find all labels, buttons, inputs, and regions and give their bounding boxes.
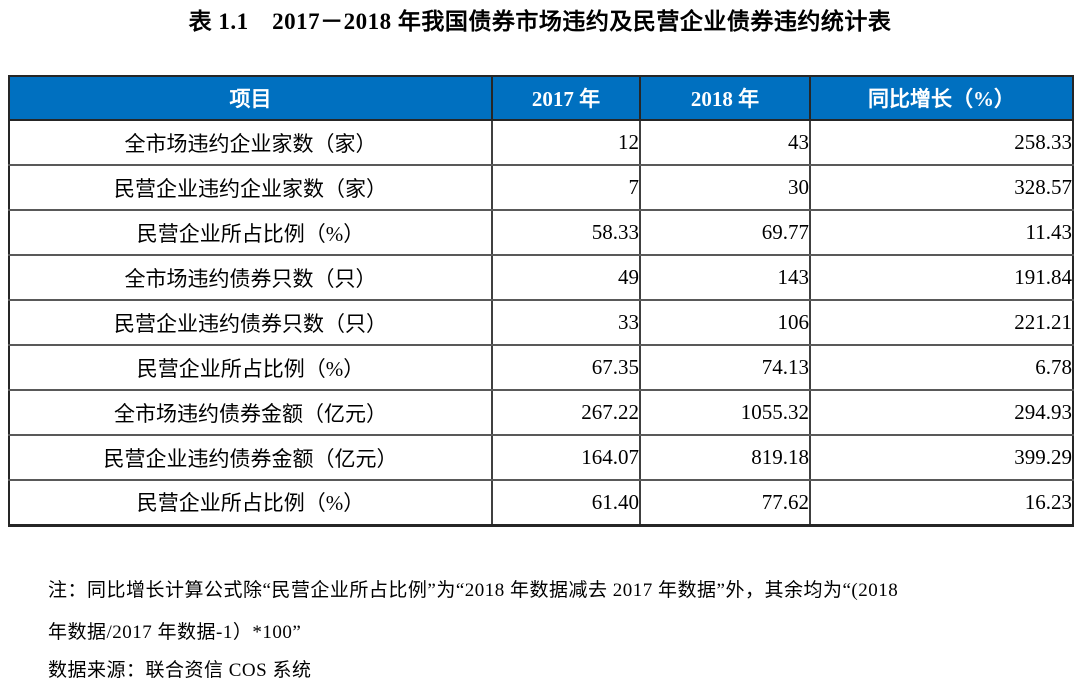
cell-2018: 30 xyxy=(639,164,811,211)
table-row: 民营企业违约企业家数（家） 7 30 328.57 xyxy=(8,164,1074,211)
cell-yoy: 11.43 xyxy=(809,209,1074,256)
table-row: 全市场违约企业家数（家） 12 43 258.33 xyxy=(8,119,1074,166)
table-row: 民营企业所占比例（%） 61.40 77.62 16.23 xyxy=(8,479,1074,527)
cell-2017: 12 xyxy=(491,119,641,166)
col-header-2017: 2017 年 xyxy=(491,75,641,121)
row-label: 民营企业所占比例（%） xyxy=(8,209,493,256)
cell-yoy: 258.33 xyxy=(809,119,1074,166)
col-header-item: 项目 xyxy=(8,75,493,121)
cell-yoy: 6.78 xyxy=(809,344,1074,391)
cell-2017: 49 xyxy=(491,254,641,301)
table-row: 民营企业违约债券只数（只） 33 106 221.21 xyxy=(8,299,1074,346)
row-label: 全市场违约债券金额（亿元） xyxy=(8,389,493,436)
row-label: 民营企业所占比例（%） xyxy=(8,479,493,527)
table-row: 民营企业所占比例（%） 67.35 74.13 6.78 xyxy=(8,344,1074,391)
cell-2017: 33 xyxy=(491,299,641,346)
table-row: 全市场违约债券只数（只） 49 143 191.84 xyxy=(8,254,1074,301)
cell-2018: 43 xyxy=(639,119,811,166)
data-source: 数据来源：联合资信 COS 系统 xyxy=(48,660,312,678)
row-label: 民营企业违约企业家数（家） xyxy=(8,164,493,211)
cell-2018: 819.18 xyxy=(639,434,811,481)
cell-2018: 143 xyxy=(639,254,811,301)
cell-yoy: 328.57 xyxy=(809,164,1074,211)
row-label: 民营企业违约债券只数（只） xyxy=(8,299,493,346)
cell-2017: 164.07 xyxy=(491,434,641,481)
cell-2017: 267.22 xyxy=(491,389,641,436)
table-row: 民营企业违约债券金额（亿元） 164.07 819.18 399.29 xyxy=(8,434,1074,481)
cell-yoy: 399.29 xyxy=(809,434,1074,481)
row-label: 民营企业所占比例（%） xyxy=(8,344,493,391)
cell-2018: 1055.32 xyxy=(639,389,811,436)
row-label: 民营企业违约债券金额（亿元） xyxy=(8,434,493,481)
table-header-row: 项目 2017 年 2018 年 同比增长（%） xyxy=(8,75,1074,121)
cell-2017: 7 xyxy=(491,164,641,211)
col-header-2018: 2018 年 xyxy=(639,75,811,121)
cell-2018: 69.77 xyxy=(639,209,811,256)
table-title: 表 1.1 2017－2018 年我国债券市场违约及民营企业债券违约统计表 xyxy=(188,9,892,34)
table-row: 民营企业所占比例（%） 58.33 69.77 11.43 xyxy=(8,209,1074,256)
note-line-1: 注：同比增长计算公式除“民营企业所占比例”为“2018 年数据减去 2017 年… xyxy=(48,580,899,601)
cell-yoy: 191.84 xyxy=(809,254,1074,301)
cell-2018: 77.62 xyxy=(639,479,811,527)
cell-2018: 106 xyxy=(639,299,811,346)
note-line-2: 年数据/2017 年数据-1）*100” xyxy=(48,622,302,643)
cell-2018: 74.13 xyxy=(639,344,811,391)
col-header-yoy: 同比增长（%） xyxy=(809,75,1074,121)
cell-yoy: 16.23 xyxy=(809,479,1074,527)
table-row: 全市场违约债券金额（亿元） 267.22 1055.32 294.93 xyxy=(8,389,1074,436)
table-notes: 注：同比增长计算公式除“民营企业所占比例”为“2018 年数据减去 2017 年… xyxy=(48,570,1060,678)
cell-2017: 61.40 xyxy=(491,479,641,527)
cell-2017: 58.33 xyxy=(491,209,641,256)
row-label: 全市场违约企业家数（家） xyxy=(8,119,493,166)
bond-default-statistics-table: 项目 2017 年 2018 年 同比增长（%） 全市场违约企业家数（家） 12… xyxy=(8,75,1074,527)
cell-yoy: 294.93 xyxy=(809,389,1074,436)
cell-2017: 67.35 xyxy=(491,344,641,391)
cell-yoy: 221.21 xyxy=(809,299,1074,346)
row-label: 全市场违约债券只数（只） xyxy=(8,254,493,301)
